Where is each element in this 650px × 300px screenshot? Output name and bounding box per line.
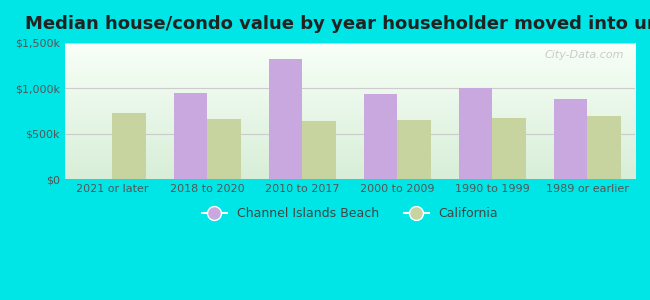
Title: Median house/condo value by year householder moved into unit: Median house/condo value by year househo… [25, 15, 650, 33]
Bar [364, 94, 397, 179]
Bar [459, 88, 493, 179]
Bar [554, 99, 588, 179]
Bar [302, 121, 335, 179]
Legend: Channel Islands Beach, California: Channel Islands Beach, California [196, 202, 503, 225]
Bar [269, 59, 302, 179]
Bar [588, 116, 621, 179]
Bar [207, 119, 240, 179]
Text: City-Data.com: City-Data.com [544, 50, 623, 60]
Bar [493, 118, 526, 179]
Bar [174, 93, 207, 179]
Bar [397, 120, 431, 179]
Bar [112, 113, 146, 179]
